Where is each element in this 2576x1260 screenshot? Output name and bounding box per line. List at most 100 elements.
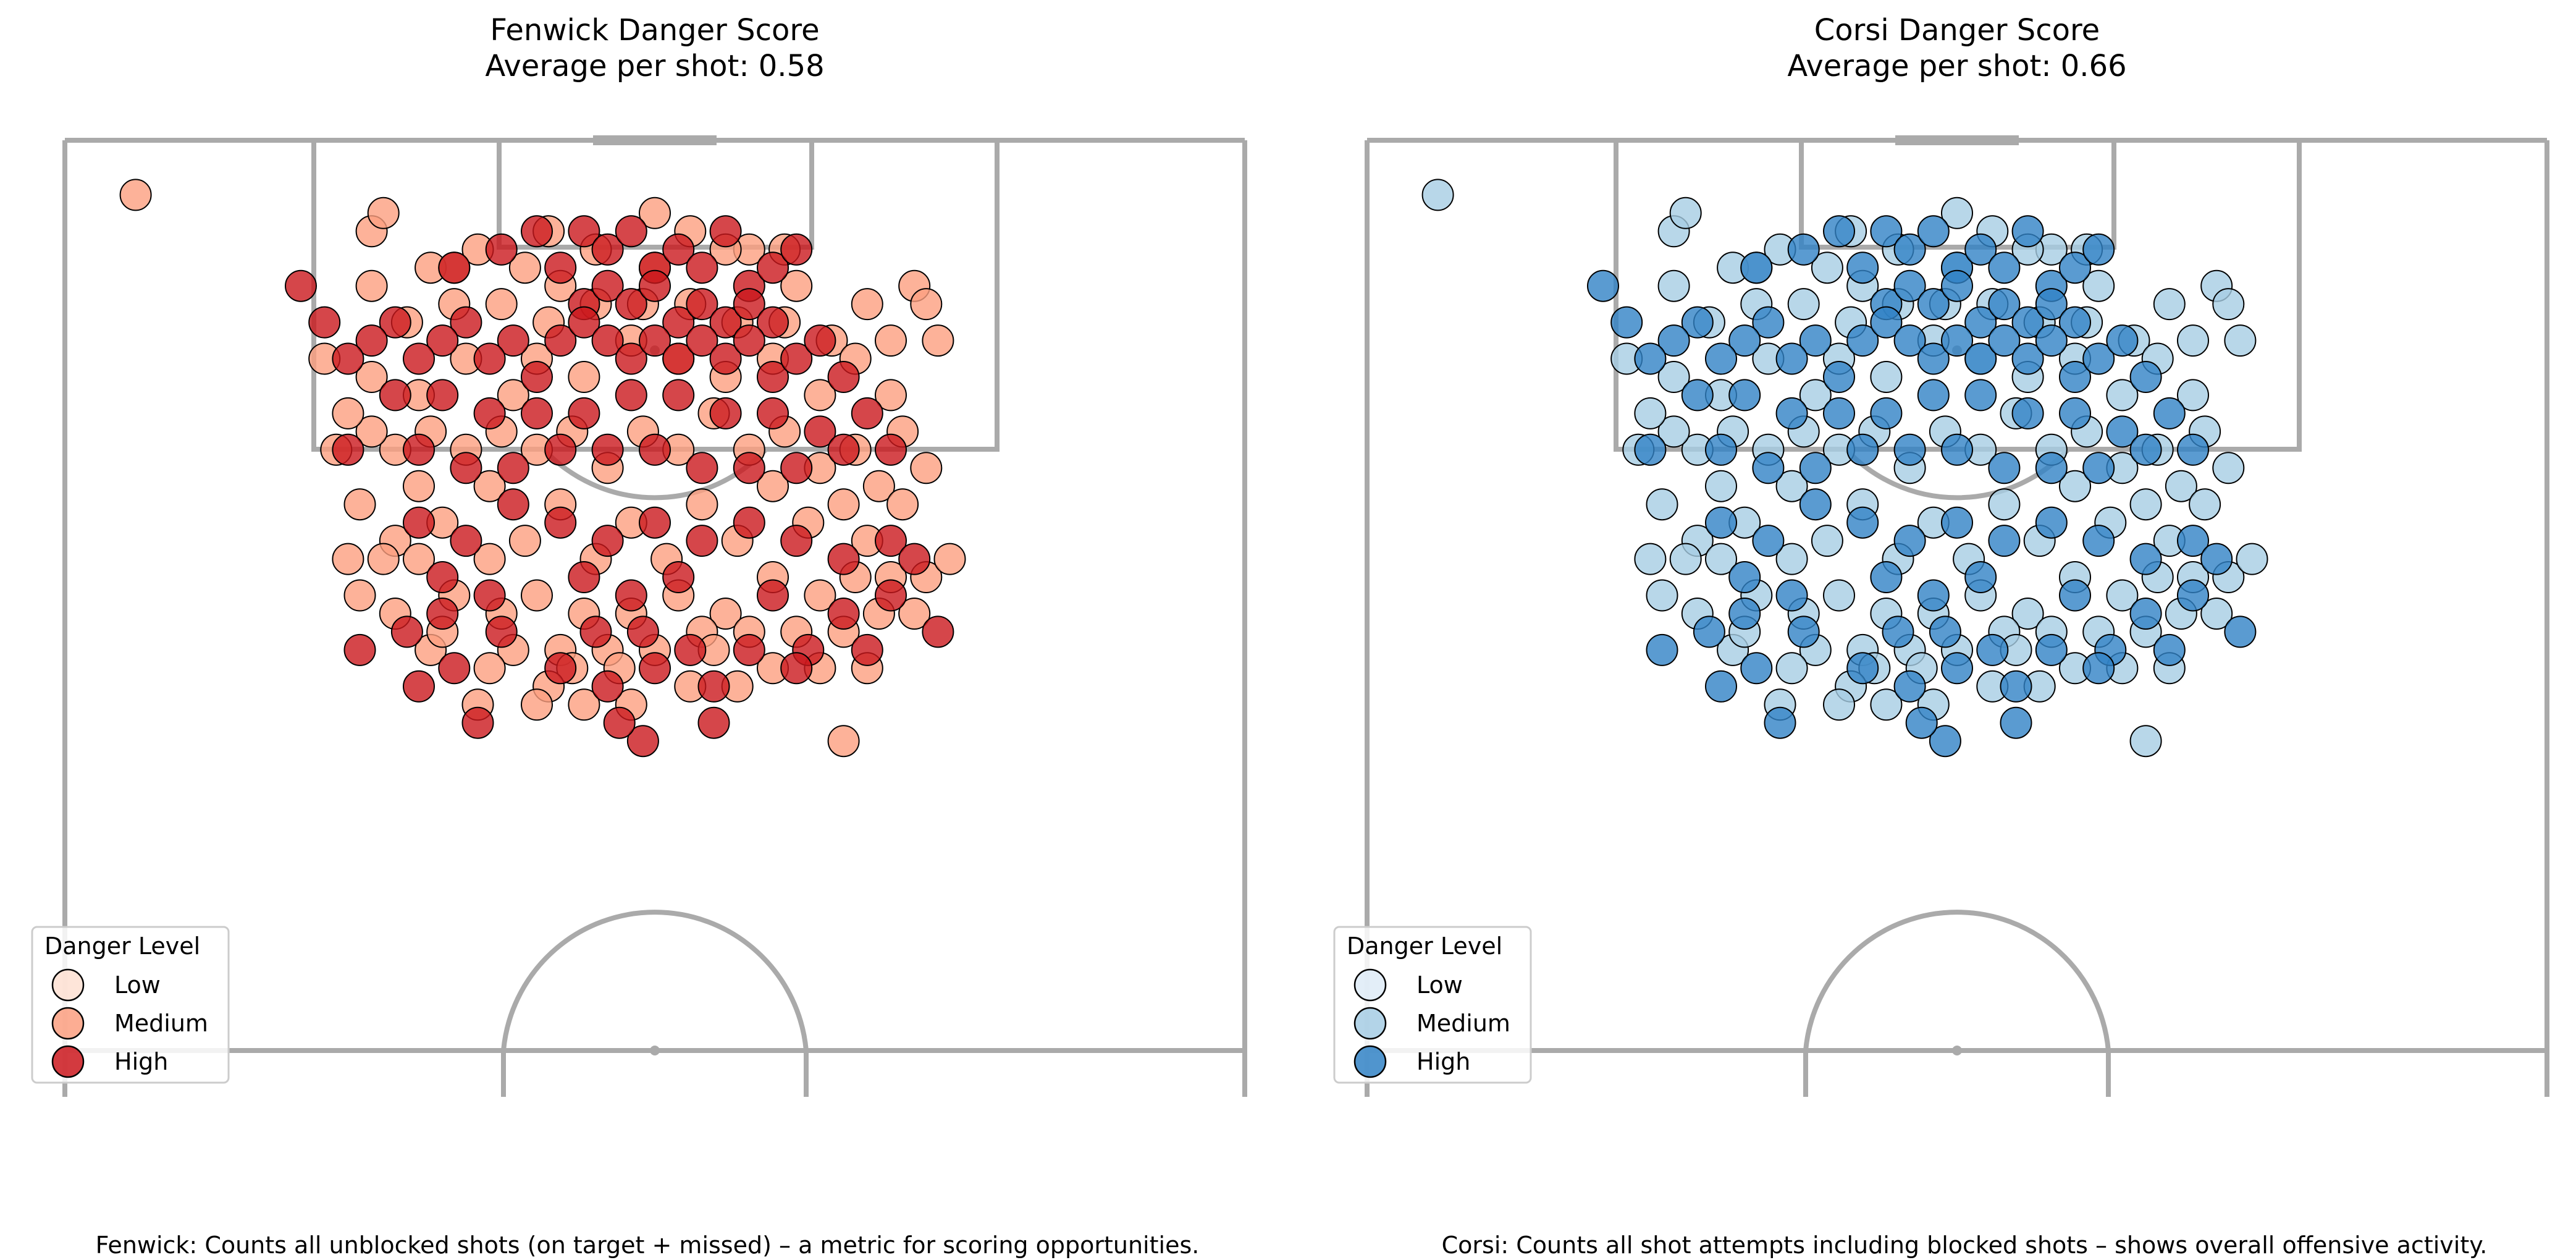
- fenwick-shot-point-medium: [568, 688, 600, 721]
- fenwick-shot-point-high: [639, 433, 671, 466]
- corsi-shot-point-high: [1705, 670, 1737, 703]
- corsi-shot-point-high: [2129, 598, 2162, 630]
- corsi-shot-point-medium: [1669, 543, 1702, 575]
- fenwick-shot-point-high: [308, 306, 341, 339]
- corsi-shot-point-high: [1941, 506, 1973, 539]
- fenwick-subtitle: Average per shot: 0.58: [485, 49, 824, 83]
- corsi-shot-point-high: [2129, 433, 2162, 466]
- fenwick-shot-point-high: [639, 506, 671, 539]
- corsi-shot-point-high: [2035, 452, 2068, 484]
- corsi-shot-point-high: [1917, 288, 1950, 321]
- fenwick-shot-point-high: [733, 324, 765, 357]
- corsi-shot-point-medium: [2177, 324, 2209, 357]
- corsi-shot-point-high: [1752, 525, 1785, 557]
- corsi-shot-point-high: [1893, 233, 1926, 266]
- corsi-shot-point-high: [2059, 397, 2091, 429]
- fenwick-shot-point-high: [544, 433, 577, 466]
- fenwick-legend-label-low: Low: [114, 971, 161, 999]
- corsi-shot-point-medium: [1669, 197, 1702, 229]
- corsi-shot-point-high: [1610, 306, 1643, 339]
- corsi-panel: Corsi Danger Score Average per shot: 0.6…: [1333, 13, 2549, 1259]
- fenwick-shot-point-medium: [355, 269, 388, 302]
- fenwick-shot-point-medium: [403, 470, 435, 502]
- fenwick-shot-point-high: [898, 543, 931, 575]
- corsi-shot-point-high: [1988, 324, 2021, 357]
- fenwick-shot-point-high: [544, 652, 577, 685]
- fenwick-shot-point-medium: [804, 579, 836, 612]
- fenwick-shot-point-medium: [508, 252, 541, 284]
- fenwick-shot-point-high: [639, 652, 671, 685]
- fenwick-shot-point-high: [757, 397, 789, 429]
- corsi-shot-point-high: [1740, 652, 1773, 685]
- corsi-shot-point-high: [2082, 525, 2115, 557]
- corsi-shot-point-medium: [1870, 688, 1903, 721]
- fenwick-shot-point-medium: [332, 543, 364, 575]
- fenwick-shot-point-high: [544, 506, 577, 539]
- fenwick-shot-point-medium: [686, 488, 718, 521]
- fenwick-center-circle: [501, 910, 809, 1097]
- corsi-shot-point-medium: [1811, 252, 1843, 284]
- fenwick-shot-point-high: [450, 525, 482, 557]
- fenwick-shot-point-high: [579, 615, 612, 648]
- corsi-shot-point-high: [1988, 525, 2021, 557]
- fenwick-shot-point-high: [875, 433, 907, 466]
- fenwick-shot-point-high: [851, 633, 883, 666]
- corsi-shot-point-high: [1964, 342, 1997, 375]
- fenwick-shot-point-high: [568, 397, 600, 429]
- corsi-shot-point-high: [1870, 561, 1903, 593]
- fenwick-shot-point-high: [757, 252, 789, 284]
- corsi-shot-point-high: [2082, 233, 2115, 266]
- fenwick-shot-point-high: [662, 233, 695, 266]
- corsi-shot-point-high: [1681, 306, 1714, 339]
- fenwick-shot-point-high: [332, 342, 364, 375]
- corsi-shot-point-high: [2153, 397, 2186, 429]
- fenwick-legend-label-high: High: [114, 1048, 168, 1075]
- fenwick-shot-point-high: [438, 252, 471, 284]
- corsi-shot-point-high: [1964, 561, 1997, 593]
- fenwick-shot-point-high: [568, 561, 600, 593]
- corsi-shot-point-high: [1752, 306, 1785, 339]
- corsi-shot-point-high: [2129, 361, 2162, 393]
- fenwick-shot-point-high: [709, 397, 742, 429]
- fenwick-shot-point-medium: [521, 688, 553, 721]
- corsi-shot-point-high: [2177, 579, 2209, 612]
- corsi-shot-point-high: [1705, 506, 1737, 539]
- corsi-shot-point-medium: [1705, 543, 1737, 575]
- fenwick-shot-point-high: [591, 269, 624, 302]
- corsi-shot-point-medium: [1941, 197, 1973, 229]
- corsi-shot-point-medium: [1657, 269, 1690, 302]
- corsi-shot-point-medium: [2011, 598, 2044, 630]
- fenwick-shot-point-high: [827, 543, 860, 575]
- corsi-shot-point-high: [1893, 525, 1926, 557]
- corsi-shot-point-high: [1799, 452, 1832, 484]
- fenwick-shot-point-high: [686, 452, 718, 484]
- fenwick-legend-title: Danger Level: [44, 932, 200, 960]
- corsi-shot-point-high: [2153, 633, 2186, 666]
- fenwick-shot-point-high: [485, 233, 518, 266]
- fenwick-shot-point-high: [662, 561, 695, 593]
- corsi-shot-point-high: [1775, 579, 1808, 612]
- fenwick-shot-point-high: [426, 598, 459, 630]
- corsi-shot-point-high: [1634, 433, 1667, 466]
- corsi-shot-point-medium: [1634, 397, 1667, 429]
- corsi-shot-point-high: [1893, 670, 1926, 703]
- corsi-shot-point-high: [2177, 433, 2209, 466]
- fenwick-shot-point-high: [568, 215, 600, 248]
- corsi-shot-point-high: [2224, 615, 2257, 648]
- fenwick-shot-point-medium: [355, 361, 388, 393]
- corsi-shot-point-high: [1764, 706, 1796, 739]
- fenwick-shot-point-high: [473, 397, 506, 429]
- fenwick-shot-point-high: [733, 452, 765, 484]
- fenwick-shot-point-high: [403, 670, 435, 703]
- corsi-shot-point-high: [1823, 397, 1855, 429]
- corsi-shot-point-high: [2035, 324, 2068, 357]
- fenwick-shot-point-high: [780, 452, 813, 484]
- corsi-shot-point-medium: [2236, 543, 2268, 575]
- fenwick-shot-point-high: [875, 525, 907, 557]
- corsi-shot-point-high: [1740, 252, 1773, 284]
- corsi-shot-point-high: [1882, 615, 1914, 648]
- corsi-shot-point-high: [1976, 633, 2009, 666]
- corsi-shot-point-medium: [2106, 379, 2139, 412]
- corsi-shot-point-medium: [1657, 361, 1690, 393]
